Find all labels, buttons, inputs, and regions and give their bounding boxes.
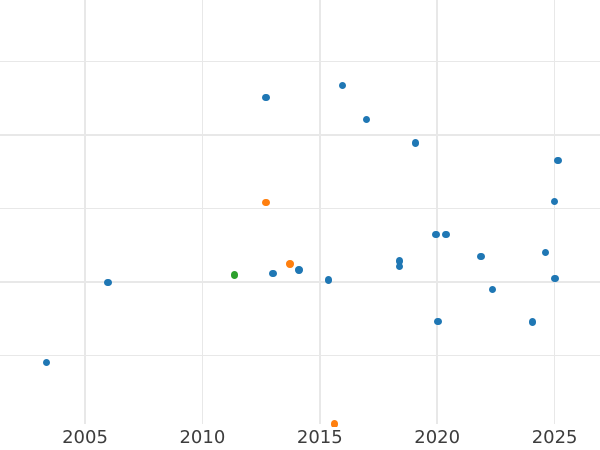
data-point [550, 197, 559, 206]
data-point [395, 257, 403, 265]
x-gridline [84, 0, 86, 424]
x-tick-label: 2020 [414, 427, 461, 448]
data-point [42, 358, 51, 367]
data-point [104, 278, 112, 287]
data-point [230, 271, 239, 279]
data-point [477, 252, 485, 261]
x-tick-label: 2015 [296, 427, 343, 448]
data-point [362, 115, 371, 124]
data-point [434, 317, 442, 326]
x-tick-label: 2010 [179, 427, 226, 448]
data-point [286, 260, 294, 268]
data-point [338, 81, 347, 90]
data-point [269, 269, 277, 278]
data-point [528, 318, 537, 326]
data-point [330, 420, 339, 427]
data-point [262, 93, 270, 102]
data-point [432, 230, 440, 239]
y-gridline [0, 354, 600, 357]
data-point [395, 262, 403, 271]
x-gridline [319, 0, 321, 424]
data-point [488, 285, 497, 294]
data-point [295, 266, 303, 274]
y-gridline [0, 60, 600, 63]
x-gridline [201, 0, 204, 424]
y-gridline [0, 134, 600, 136]
plot-area [0, 0, 600, 427]
data-point [551, 274, 559, 283]
data-point [541, 248, 550, 257]
data-point [262, 198, 270, 207]
x-tick-label: 2005 [62, 427, 108, 448]
data-point [324, 276, 333, 284]
x-tick-label: 2025 [531, 427, 578, 448]
data-point [554, 156, 562, 165]
data-point [411, 139, 420, 147]
x-gridline [436, 0, 438, 424]
x-gridline [553, 0, 556, 424]
y-gridline [0, 207, 600, 210]
y-gridline [0, 281, 600, 283]
data-point [442, 230, 450, 239]
